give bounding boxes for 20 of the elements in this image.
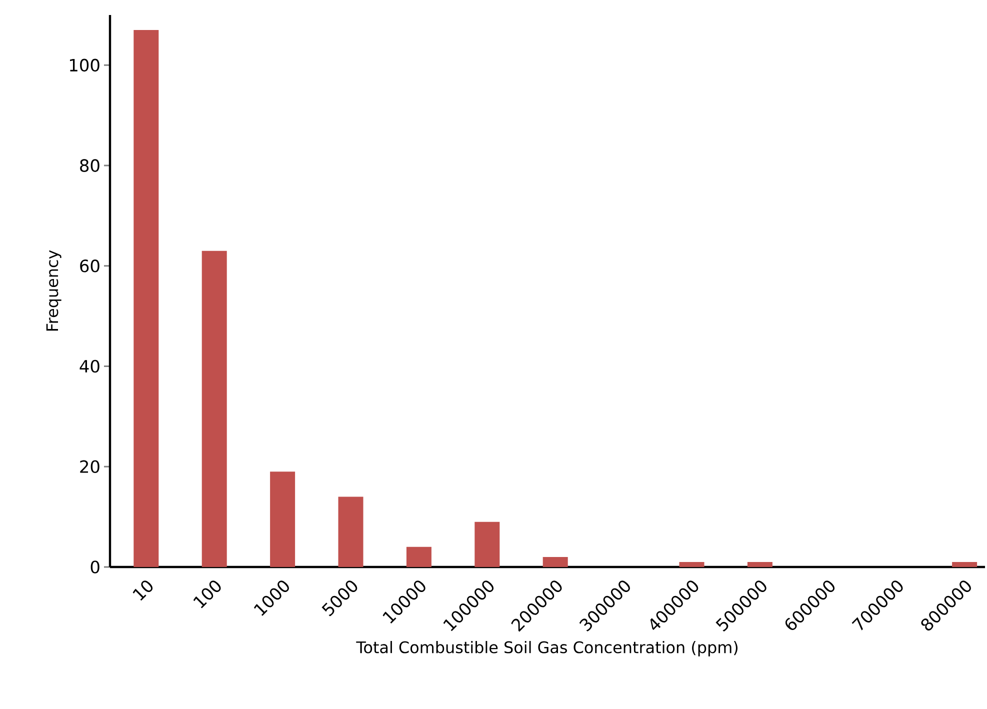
bar	[134, 30, 159, 567]
y-tick-label: 80	[80, 159, 100, 172]
bar	[338, 496, 364, 567]
x-tick-label: 100	[193, 580, 221, 608]
y-tick-label: 100	[70, 58, 100, 72]
x-tick-label: 10	[132, 580, 153, 601]
bar	[679, 562, 704, 567]
bar	[406, 546, 432, 567]
bar	[202, 250, 227, 567]
y-tick-label: 40	[80, 360, 100, 373]
y-axis-title: Frequency	[46, 250, 62, 331]
bar	[542, 556, 568, 567]
y-tick-label: 60	[80, 259, 100, 272]
y-tick-label: 0	[90, 560, 100, 574]
y-tick-label: 20	[80, 460, 100, 474]
bar	[474, 522, 500, 567]
bar	[270, 472, 296, 567]
bar	[952, 562, 978, 567]
bar	[747, 562, 772, 567]
x-axis-title: Total Combustible Soil Gas Concentration (ppm)	[356, 640, 738, 656]
